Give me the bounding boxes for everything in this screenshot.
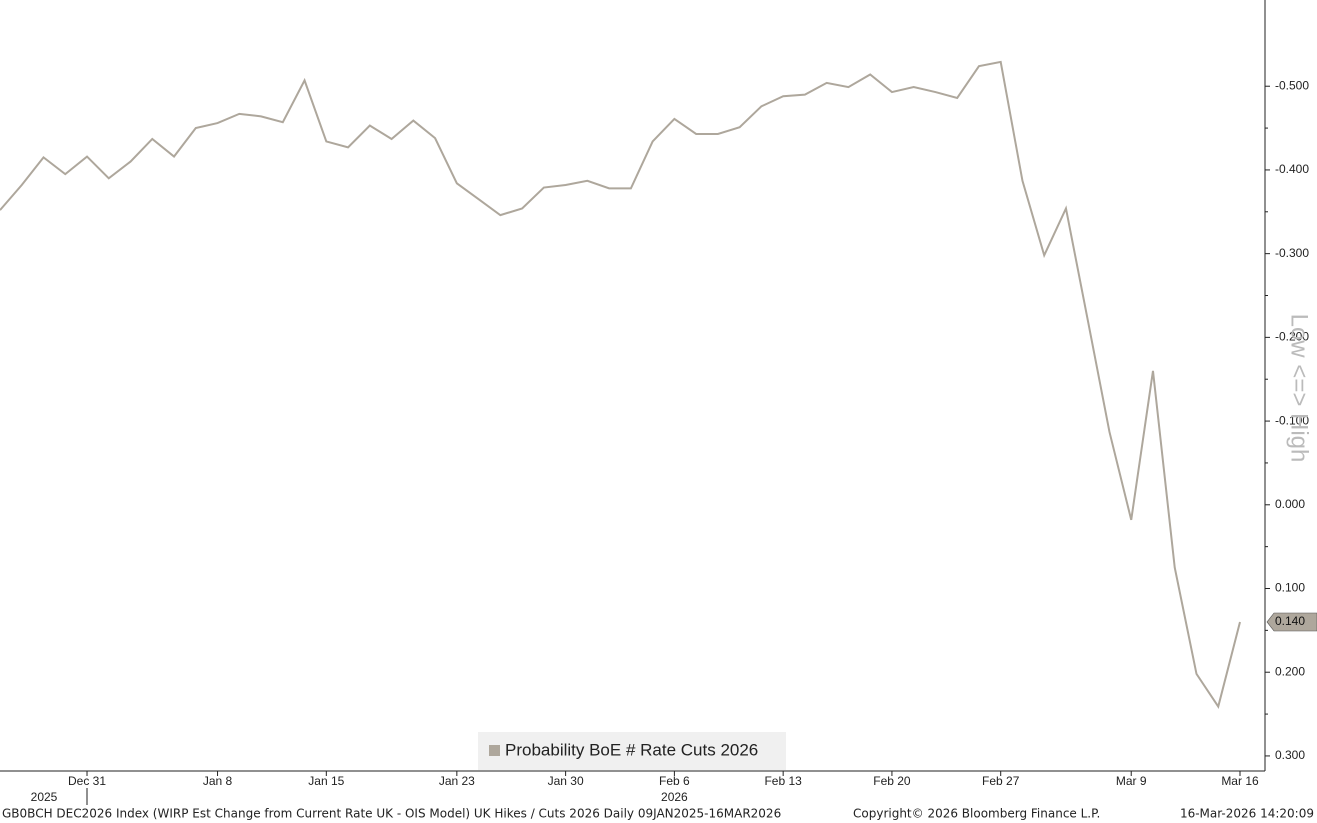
year-label: 2025 bbox=[31, 790, 58, 804]
x-tick-label: Feb 20 bbox=[873, 774, 911, 788]
footer-right: 16-Mar-2026 14:20:09 bbox=[1180, 807, 1314, 821]
last-value-label: 0.140 bbox=[1275, 614, 1305, 628]
y-tick-label: -0.400 bbox=[1275, 162, 1309, 176]
y-tick-label: -0.500 bbox=[1275, 78, 1309, 92]
x-tick-label: Feb 13 bbox=[764, 774, 802, 788]
y-tick-label: -0.100 bbox=[1275, 413, 1309, 427]
y-tick-label: 0.300 bbox=[1275, 748, 1305, 762]
y-tick-label: -0.200 bbox=[1275, 330, 1309, 344]
x-tick-label: Jan 30 bbox=[548, 774, 584, 788]
x-tick-label: Feb 27 bbox=[982, 774, 1020, 788]
x-tick-label: Mar 9 bbox=[1116, 774, 1147, 788]
footer-left: GB0BCH DEC2026 Index (WIRP Est Change fr… bbox=[2, 807, 781, 821]
x-tick-label: Jan 15 bbox=[308, 774, 344, 788]
series-line bbox=[0, 60, 1241, 709]
footer-center: Copyright© 2026 Bloomberg Finance L.P. bbox=[853, 807, 1100, 821]
y-tick-label: 0.100 bbox=[1275, 581, 1305, 595]
legend-swatch bbox=[489, 745, 500, 756]
y-tick-label: 0.000 bbox=[1275, 497, 1305, 511]
legend-box bbox=[478, 732, 786, 770]
last-value-tag bbox=[1266, 612, 1317, 632]
legend-label: Probability BoE # Rate Cuts 2026 bbox=[505, 740, 758, 759]
y-tick-label: -0.300 bbox=[1275, 246, 1309, 260]
y-axis-title: Low <=> High bbox=[1286, 314, 1313, 463]
x-tick-label: Feb 6 bbox=[659, 774, 690, 788]
x-tick-label: Dec 31 bbox=[68, 774, 106, 788]
year-label: 2026 bbox=[661, 790, 688, 804]
x-tick-label: Jan 23 bbox=[439, 774, 475, 788]
y-tick-label: 0.200 bbox=[1275, 664, 1305, 678]
x-tick-label: Jan 8 bbox=[203, 774, 233, 788]
x-tick-label: Mar 16 bbox=[1221, 774, 1259, 788]
